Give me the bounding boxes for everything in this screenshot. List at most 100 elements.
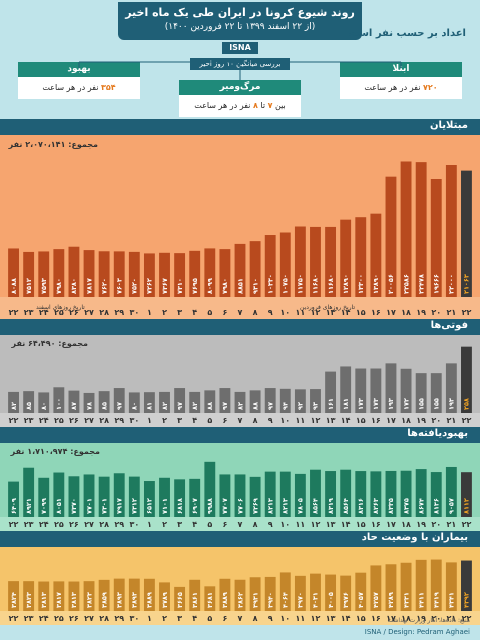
bar — [264, 388, 276, 413]
tick-label: ۲۵ — [54, 416, 64, 425]
deaths-panel-header: فوتی‌ها — [0, 319, 480, 335]
bar — [128, 476, 140, 517]
data-label: ۴۲۵۷ — [372, 592, 380, 608]
bar — [219, 474, 231, 517]
tick-label: ۱۱ — [296, 520, 306, 529]
data-label: ۹۴ — [282, 402, 290, 410]
data-label: ۱۳۸۹۰ — [372, 274, 380, 294]
data-label: ۳۸۲۳ — [25, 592, 33, 608]
bar — [461, 560, 472, 611]
tick-label: ۱۲ — [311, 614, 321, 623]
tick-label: ۱۰ — [280, 614, 290, 623]
tick-label: ۶ — [222, 308, 227, 317]
bar — [23, 467, 35, 517]
bar — [53, 387, 65, 413]
tick-label: ۲۹ — [114, 416, 124, 425]
bar — [128, 578, 140, 611]
bar — [159, 582, 170, 611]
tick-label: ۳۰ — [129, 520, 139, 529]
tick-label: ۱۹ — [416, 614, 426, 623]
data-label: ۳۷۸۹ — [161, 592, 169, 608]
tick-label: ۴ — [192, 308, 197, 317]
tick-label: ۱ — [147, 520, 152, 529]
data-label: ۱۱۶۸۰ — [312, 274, 320, 294]
bar — [385, 176, 397, 297]
tick-label: ۲۰ — [431, 308, 441, 317]
data-label: ۷۵۲۰ — [131, 278, 139, 294]
tick-label: ۳ — [177, 308, 182, 317]
tick-label: ۱۰ — [280, 416, 290, 425]
tick-label: ۴ — [192, 416, 197, 425]
tick-label: ۱۸ — [401, 520, 411, 529]
bar — [415, 162, 427, 297]
data-label: ۸۳۳۵ — [387, 498, 395, 514]
tick-label: ۲۲ — [462, 308, 472, 317]
data-label: ۶۸۱۸ — [176, 498, 184, 514]
bar — [294, 575, 306, 611]
tick-label: ۹ — [268, 614, 273, 623]
data-label: ۹۲ — [297, 402, 305, 410]
summary-infection-title: ابتلا — [340, 62, 462, 77]
tick-label: ۲ — [162, 308, 167, 317]
bar — [415, 373, 427, 413]
bar — [370, 213, 382, 297]
data-label: ۲۲۴۷۸ — [417, 274, 425, 294]
data-label: ۷۶۲۰ — [100, 278, 108, 294]
data-label: ۳۹۷۶ — [342, 592, 350, 608]
tick-label: ۲۶ — [69, 520, 79, 529]
bar — [189, 579, 201, 611]
tick-label: ۲۷ — [84, 520, 94, 529]
data-label: ۸۵۶۴ — [342, 498, 350, 514]
data-label: ۱۵۵ — [417, 398, 425, 410]
summary-death: مرگ‌ومیر بین ۷ تا ۸ نفر در هر ساعت — [179, 80, 301, 120]
bar — [219, 388, 231, 413]
bar — [355, 471, 367, 517]
bar — [143, 578, 155, 611]
bar — [385, 564, 397, 611]
tick-label: ۸ — [253, 520, 258, 529]
tick-label: ۱۴ — [341, 614, 351, 623]
tick-label: ۹ — [268, 308, 273, 317]
summary-recovery: بهبود ۳۵۴ نفر در هر ساعت — [18, 62, 140, 102]
data-label: ۷۹۸۰ — [55, 278, 63, 294]
tick-label: ۹ — [268, 520, 273, 529]
tick-label: ۱ — [147, 416, 152, 425]
stat-unit-label: اعداد بر حسب نفر است — [348, 28, 467, 39]
data-label: ۲۵۸ — [463, 398, 471, 410]
bar — [461, 170, 472, 297]
summary-recovery-body: ۳۵۴ نفر در هر ساعت — [18, 77, 140, 99]
bar — [400, 368, 412, 413]
bar — [234, 474, 246, 517]
tick-label: ۱۴ — [341, 416, 351, 425]
bar — [204, 461, 216, 517]
bar — [445, 562, 457, 611]
bar — [128, 392, 140, 413]
tick-label: ۱۷ — [386, 308, 396, 317]
recovered-panel-header: بهبودیافته‌ها — [0, 427, 480, 443]
bar — [83, 581, 95, 611]
tick-label: ۲۰ — [431, 520, 441, 529]
bar — [204, 248, 216, 297]
source-note: منبع: داده‌ها، آمار وزارت بهداشت — [387, 617, 470, 624]
tick-label: ۱۵ — [356, 416, 366, 425]
bar — [143, 253, 155, 297]
bar — [113, 388, 125, 413]
tick-label: ۲۲ — [9, 308, 19, 317]
bar — [174, 479, 186, 517]
tick-label: ۱۴ — [341, 308, 351, 317]
deaths-panel-title: فوتی‌ها — [430, 320, 468, 331]
tick-label: ۲۵ — [54, 614, 64, 623]
summary-recovery-title: بهبود — [18, 62, 140, 77]
data-label: ۴۳۴۱ — [448, 592, 456, 608]
data-label: ۳۶۸۱ — [206, 592, 214, 608]
data-label: ۸۲ — [10, 402, 18, 410]
bar — [68, 476, 80, 517]
title-box: روند شیوع کرونا در ایران طی یک ماه اخیر … — [118, 2, 362, 40]
tick-label: ۱۶ — [371, 614, 381, 623]
data-label: ۳۸۵۹ — [100, 592, 108, 608]
data-label: ۴۰۰۵ — [327, 592, 335, 608]
summary-infection-body: ۷۲۰ نفر در هر ساعت — [340, 77, 462, 99]
tick-label: ۱۶ — [371, 520, 381, 529]
data-label: ۸۲ — [161, 402, 169, 410]
tick-label: ۲۶ — [69, 614, 79, 623]
